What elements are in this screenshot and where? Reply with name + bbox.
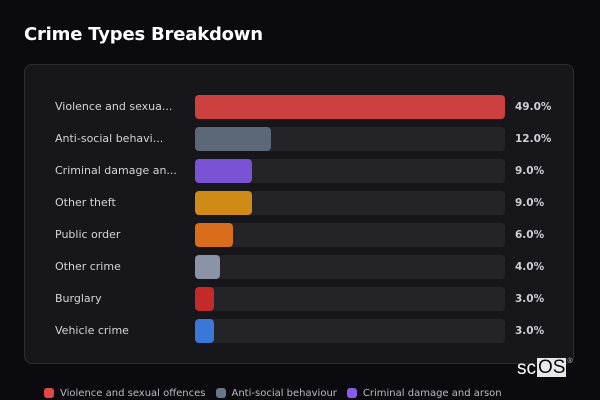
bar-row: Vehicle crime 3.0% [25,319,573,351]
bar-value: 3.0% [515,293,545,305]
bar-track [195,191,505,215]
bar[interactable] [195,127,271,151]
bar-label: Violence and sexua... [55,100,173,113]
bar-value: 4.0% [515,261,545,273]
bar-track [195,223,505,247]
legend-label: Criminal damage and arson [362,387,502,399]
bar-label: Criminal damage an... [55,164,177,177]
bar-label: Public order [55,228,121,241]
bar-label: Anti-social behavi... [55,132,164,145]
bar-track [195,287,505,311]
legend-item[interactable]: Violence and sexual offences [44,388,206,399]
logo-text: sc [517,358,536,379]
bar-value: 9.0% [515,165,545,177]
legend-item[interactable]: Criminal damage and arson [346,387,502,399]
bar-value: 49.0% [515,101,552,113]
bar-row: Anti-social behavi... 12.0% [25,127,573,159]
bar[interactable] [195,223,233,247]
legend: Violence and sexual offences Anti-social … [44,386,512,400]
bar-track [195,255,505,279]
bar-value: 3.0% [515,325,545,337]
legend-swatch-icon [215,388,226,398]
registered-mark: ® [567,358,573,365]
bar-track [195,95,505,119]
bar-value: 9.0% [515,197,545,209]
bar-track [195,319,505,343]
bar-label: Vehicle crime [55,324,129,337]
legend-label: Anti-social behaviour [231,387,337,399]
bar[interactable] [195,255,221,279]
chart-title: Crime Types Breakdown [24,24,263,45]
legend-label: Violence and sexual offences [60,387,206,399]
bar-row: Other crime 4.0% [25,255,573,287]
bar-label: Other crime [55,260,121,273]
legend-swatch-icon [346,388,357,398]
bar-row: Criminal damage an... 9.0% [25,159,573,191]
bar-track [195,127,505,151]
bar-track [195,159,505,183]
bar-row: Public order 6.0% [25,223,573,255]
bar-value: 12.0% [515,133,552,145]
bar-label: Other theft [55,196,116,209]
bar-row: Other theft 9.0% [25,191,573,223]
bar[interactable] [195,95,505,119]
logo-boxed-text: OS [537,357,567,378]
bar[interactable] [195,287,214,311]
bar[interactable] [195,319,214,343]
bar-value: 6.0% [515,229,545,241]
bar-label: Burglary [55,292,102,305]
chart-panel: Violence and sexua... 49.0% Anti-social b… [24,64,574,364]
bar-row: Violence and sexua... 49.0% [25,95,573,127]
bar-row: Burglary 3.0% [25,287,573,319]
bar[interactable] [195,191,252,215]
legend-swatch-icon [44,388,54,398]
legend-item[interactable]: Anti-social behaviour [215,387,337,399]
scos-logo: sc OS ® [517,358,573,380]
bar[interactable] [195,159,252,183]
